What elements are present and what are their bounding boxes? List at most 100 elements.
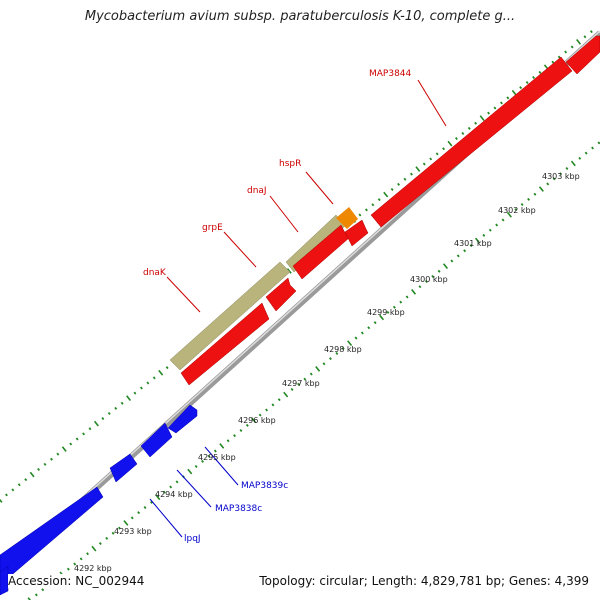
ruler-tick xyxy=(474,237,480,244)
gene-grpe-shape[interactable] xyxy=(265,277,297,312)
ruler-tick xyxy=(525,81,529,85)
ruler-tick xyxy=(557,55,561,59)
ruler-tick xyxy=(383,191,389,198)
kbp-label: 4297 kbp xyxy=(282,379,320,388)
kbp-label: 4302 kbp xyxy=(498,206,536,215)
gene-track xyxy=(0,35,600,596)
ruler-tick xyxy=(479,115,485,121)
ruler-tick xyxy=(24,478,28,482)
ruler-tick xyxy=(137,511,141,515)
ruler-tick xyxy=(245,423,249,427)
ruler-tick xyxy=(34,593,38,597)
ruler-tick xyxy=(405,295,409,299)
gene-partial-shape[interactable] xyxy=(0,565,9,596)
label-map3839c[interactable]: MAP3839c xyxy=(241,481,288,491)
ruler-tick xyxy=(552,177,556,181)
gene-hspr-shape[interactable] xyxy=(336,207,358,229)
ruler-tick xyxy=(105,536,109,540)
ruler-tick xyxy=(309,372,313,376)
ruler-tick xyxy=(482,233,486,237)
ruler-tick xyxy=(377,198,381,202)
ruler-tick xyxy=(532,75,536,79)
ruler-tick xyxy=(98,542,102,545)
label-grpe[interactable]: grpE xyxy=(202,223,223,233)
ruler-tick xyxy=(347,340,353,347)
gene-map3845-shape[interactable] xyxy=(565,35,600,75)
ruler-tick xyxy=(162,490,166,494)
ruler-tick xyxy=(514,208,518,212)
gene-dnak-highlight[interactable] xyxy=(169,261,291,371)
ruler-tick xyxy=(506,96,510,100)
ruler-tick xyxy=(399,300,403,304)
ruler-tick xyxy=(82,432,86,436)
ruler-tick xyxy=(66,567,70,571)
kbp-label: 4303 kbp xyxy=(542,172,580,181)
gene-map3839c-b-shape[interactable] xyxy=(140,422,173,458)
ruler-tick xyxy=(461,131,465,135)
ruler-tick xyxy=(415,166,421,172)
ruler-tick xyxy=(130,516,134,520)
gene-hspr-red-shape[interactable] xyxy=(344,219,369,247)
gene-map3844-shape[interactable] xyxy=(370,56,573,228)
gene-dnak-shape[interactable] xyxy=(180,302,270,386)
ruler-tick xyxy=(91,545,97,552)
kbp-label: 4299 kbp xyxy=(367,308,405,317)
ruler-tick xyxy=(277,398,281,402)
ruler-tick xyxy=(422,162,426,166)
ruler-tick xyxy=(411,289,417,295)
ruler-tick xyxy=(429,157,433,161)
ruler-tick xyxy=(564,50,568,54)
ruler-tick xyxy=(576,39,582,45)
gene-lpqj-shape[interactable] xyxy=(0,486,104,586)
gene-map3838c-shape[interactable] xyxy=(109,453,138,483)
inner-ruler xyxy=(27,141,600,600)
kbp-label: 4292 kbp xyxy=(74,564,112,573)
ruler-tick xyxy=(258,413,262,417)
ruler-tick xyxy=(175,480,179,484)
ruler-tick xyxy=(207,454,211,458)
ruler-tick xyxy=(499,101,503,105)
ruler-tick xyxy=(265,408,269,412)
ruler-tick xyxy=(597,141,600,145)
ruler-tick xyxy=(101,417,105,421)
ruler-tick xyxy=(474,121,478,125)
ruler-tick xyxy=(17,483,21,487)
ruler-tick xyxy=(233,434,237,438)
ruler-tick xyxy=(75,437,79,441)
ruler-tick xyxy=(390,187,394,191)
ruler-tick xyxy=(194,464,198,468)
summary-text: Topology: circular; Length: 4,829,781 bp… xyxy=(259,574,589,588)
ruler-tick xyxy=(29,471,35,478)
ruler-tick xyxy=(251,417,257,424)
ruler-tick xyxy=(123,520,129,526)
label-leaders xyxy=(149,79,447,538)
ruler-tick xyxy=(488,228,492,232)
label-dnaj[interactable]: dnaJ xyxy=(247,186,267,196)
ruler-tick xyxy=(501,218,505,222)
ruler-tick xyxy=(511,89,517,96)
ruler-tick xyxy=(546,182,550,186)
kbp-label: 4296 kbp xyxy=(238,416,276,425)
label-map3844[interactable]: MAP3844 xyxy=(369,69,412,79)
ruler-tick xyxy=(219,443,225,449)
label-hspr[interactable]: hspR xyxy=(279,159,301,169)
ruler-tick xyxy=(329,357,332,361)
gene-map3839c-shape[interactable] xyxy=(167,404,198,434)
kbp-label: 4294 kbp xyxy=(155,490,193,499)
label-dnak[interactable]: dnaK xyxy=(143,268,167,278)
ruler-tick xyxy=(187,468,193,475)
ruler-tick xyxy=(418,285,422,289)
label-map3838c[interactable]: MAP3838c xyxy=(215,504,262,514)
kbp-label: 4298 kbp xyxy=(324,345,362,354)
label-lpqj[interactable]: lpqJ xyxy=(184,534,201,544)
ruler-tick xyxy=(56,452,60,456)
ruler-tick xyxy=(150,500,153,504)
ruler-tick xyxy=(155,494,161,501)
ruler-tick xyxy=(367,326,371,330)
ruler-tick xyxy=(107,411,111,415)
ruler-tick xyxy=(456,254,460,258)
ruler-tick xyxy=(358,213,362,217)
ruler-tick xyxy=(442,263,449,270)
ruler-tick xyxy=(454,137,458,141)
